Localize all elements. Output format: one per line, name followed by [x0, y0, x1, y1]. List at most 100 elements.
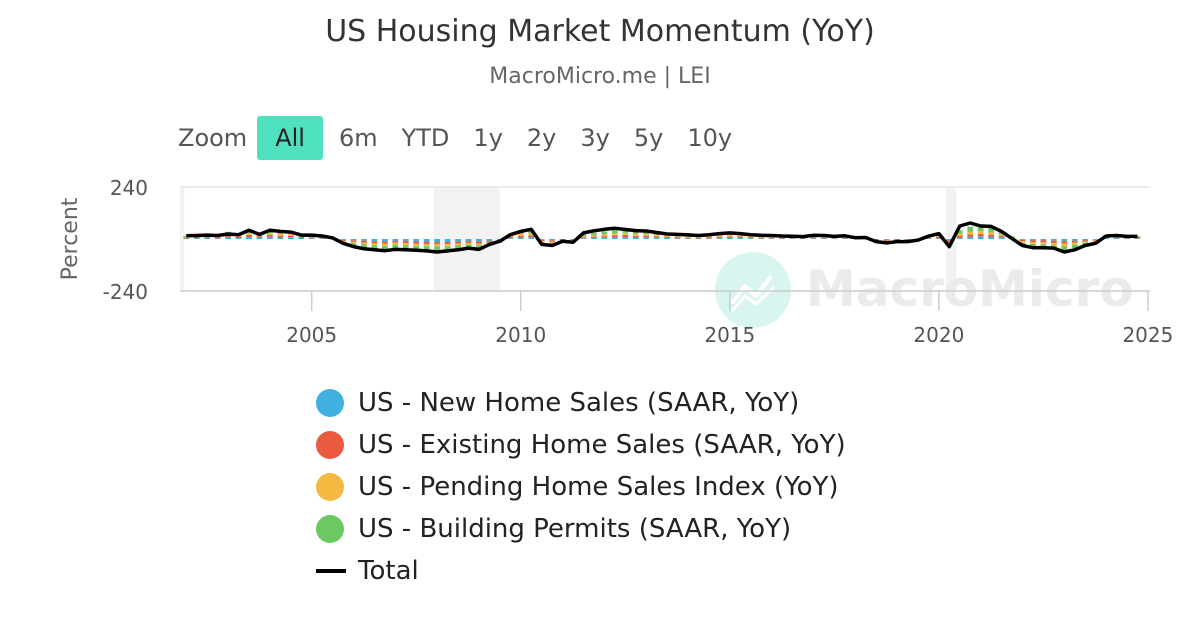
bar-segment [319, 238, 326, 239]
legend-item-building-permits[interactable]: US - Building Permits (SAAR, YoY) [316, 508, 846, 550]
bar-segment [810, 237, 817, 239]
bar-segment [350, 239, 357, 241]
bar-segment [392, 244, 399, 249]
bar-segment [444, 246, 451, 251]
bar-segment [758, 237, 765, 239]
bar-segment [340, 239, 346, 241]
bar-segment [977, 225, 984, 232]
zoom-button-6m[interactable]: 6m [338, 124, 378, 152]
watermark: MacroMicro [715, 252, 1134, 328]
zoom-button-all[interactable]: All [257, 116, 323, 160]
bar-segment [821, 237, 827, 238]
bar-segment [434, 244, 441, 247]
bar-segment [476, 245, 482, 249]
bar-segment [570, 239, 576, 240]
bar-segment [674, 237, 681, 239]
bar-segment [423, 239, 430, 243]
bar-segment [559, 239, 566, 240]
bar-segment [277, 237, 284, 239]
y-grid [180, 186, 1150, 292]
bar-segment [601, 236, 608, 238]
bar-segment [235, 237, 242, 239]
bar-segment [643, 237, 650, 239]
bar-segment [726, 237, 733, 239]
bar-segment [413, 243, 420, 247]
bar-segment [455, 241, 461, 244]
bar-segment [726, 236, 733, 238]
bar-segment [371, 245, 378, 250]
x-tick-label: 2015 [704, 323, 755, 347]
legend-item-pending-home-sales[interactable]: US - Pending Home Sales Index (YoY) [316, 466, 846, 508]
bar-segment [287, 237, 294, 239]
bar-segment [1092, 240, 1099, 242]
bar-segment [1040, 240, 1047, 243]
bar-segment [225, 237, 231, 239]
bar-segment [768, 237, 775, 238]
bar-segment [1030, 239, 1036, 241]
bar-segment [580, 236, 587, 238]
legend-swatch-new-home-sales [316, 389, 344, 417]
bar-segment [925, 238, 932, 239]
zoom-button-1y[interactable]: 1y [473, 124, 503, 152]
legend-item-existing-home-sales[interactable]: US - Existing Home Sales (SAAR, YoY) [316, 424, 846, 466]
bar-segment [674, 236, 681, 238]
bar-segment [601, 237, 608, 239]
bar-segment [611, 233, 618, 236]
bar-segment [695, 238, 702, 240]
bar-segment [1019, 241, 1026, 243]
bar-segment [381, 239, 388, 242]
bar-segment [685, 237, 691, 239]
y-axis-title: Percent [58, 197, 83, 280]
bar-segment [350, 240, 357, 242]
bar-segment [267, 234, 273, 237]
bar-segment [622, 237, 629, 239]
bar-segment [381, 246, 388, 251]
legend-swatch-building-permits [316, 515, 344, 543]
bar-segment [444, 239, 451, 243]
bar-segment [1019, 239, 1026, 240]
bar-segment [528, 235, 535, 238]
bar-segment [225, 235, 231, 238]
bar-segment [350, 241, 357, 244]
zoom-button-5y[interactable]: 5y [633, 124, 664, 152]
bar-segment [935, 235, 942, 238]
bar-segment [267, 232, 273, 235]
bar-segment [1061, 241, 1068, 244]
legend-item-total[interactable]: Total [316, 550, 846, 592]
legend-label: Total [358, 556, 419, 586]
bar-segment [507, 237, 514, 239]
bar-segment [256, 237, 263, 239]
bar-segment [1082, 240, 1089, 242]
bar-segment [789, 237, 796, 239]
bar-segment [1124, 237, 1130, 239]
bar-segment [810, 238, 817, 239]
zoom-button-2y[interactable]: 2y [526, 124, 557, 152]
bar-segment [1050, 239, 1057, 241]
bar-segment [256, 236, 263, 238]
zoom-button-3y[interactable]: 3y [580, 124, 610, 152]
bar-segment [1071, 242, 1078, 245]
bar-segment [1071, 240, 1078, 243]
bar-segment [737, 235, 744, 237]
zoom-button-ytd[interactable]: YTD [401, 124, 450, 152]
legend-item-new-home-sales[interactable]: US - New Home Sales (SAAR, YoY) [316, 382, 846, 424]
bar-segment [298, 237, 305, 239]
zoom-button-10y[interactable]: 10y [687, 124, 733, 152]
bar-segment [434, 246, 441, 251]
bar-segment [434, 239, 441, 243]
bar-segment [235, 236, 242, 238]
bar-segment [883, 239, 890, 240]
bar-segment [664, 237, 670, 239]
bar-segment [402, 243, 409, 246]
bar-segment [611, 235, 618, 238]
bar-segment [664, 236, 670, 238]
bar-segment [706, 236, 712, 238]
chart-title: US Housing Market Momentum (YoY) [325, 14, 875, 49]
bar-segment [465, 239, 472, 242]
bar-segment [653, 236, 660, 238]
bar-segment [507, 238, 514, 239]
bar-segment [632, 233, 639, 236]
total-series-line [186, 221, 1138, 254]
bar-segment [988, 227, 994, 233]
